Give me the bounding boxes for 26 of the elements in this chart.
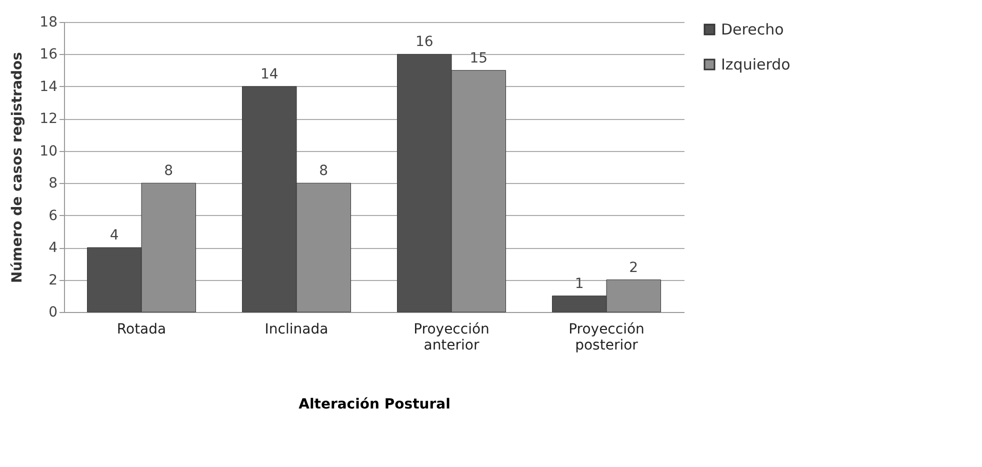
data-label: 8 bbox=[164, 163, 174, 180]
y-tick-label: 2 bbox=[48, 272, 58, 288]
y-tick-label: 8 bbox=[48, 176, 58, 192]
data-label: 16 bbox=[415, 34, 434, 50]
y-tick-label: 14 bbox=[40, 78, 58, 95]
y-axis-title: Número de casos registrados bbox=[10, 52, 26, 284]
data-label: 1 bbox=[574, 276, 584, 292]
y-tick-label: 10 bbox=[40, 143, 58, 160]
x-tick-label: Proyección posterior bbox=[568, 322, 644, 354]
data-label: 15 bbox=[470, 50, 488, 66]
y-tick-label: 6 bbox=[48, 208, 58, 224]
data-label: 2 bbox=[629, 260, 638, 276]
y-tick-label: 4 bbox=[48, 240, 58, 256]
data-label: 8 bbox=[319, 163, 328, 180]
legend-label: Derecho bbox=[721, 20, 784, 38]
x-tick-label: Inclinada bbox=[264, 322, 328, 338]
x-tick-label: Rotada bbox=[116, 322, 166, 338]
data-label: 14 bbox=[260, 66, 278, 82]
x-axis-title: Alteración Postural bbox=[298, 396, 450, 412]
y-tick-label: 16 bbox=[40, 46, 58, 63]
x-tick-label: Proyección anterior bbox=[414, 322, 490, 354]
y-tick-label: 12 bbox=[40, 111, 58, 128]
data-label: 4 bbox=[110, 228, 119, 244]
y-tick-label: 0 bbox=[48, 304, 58, 320]
y-tick-label: 18 bbox=[40, 14, 58, 30]
legend-label: Izquierdo bbox=[721, 56, 790, 74]
